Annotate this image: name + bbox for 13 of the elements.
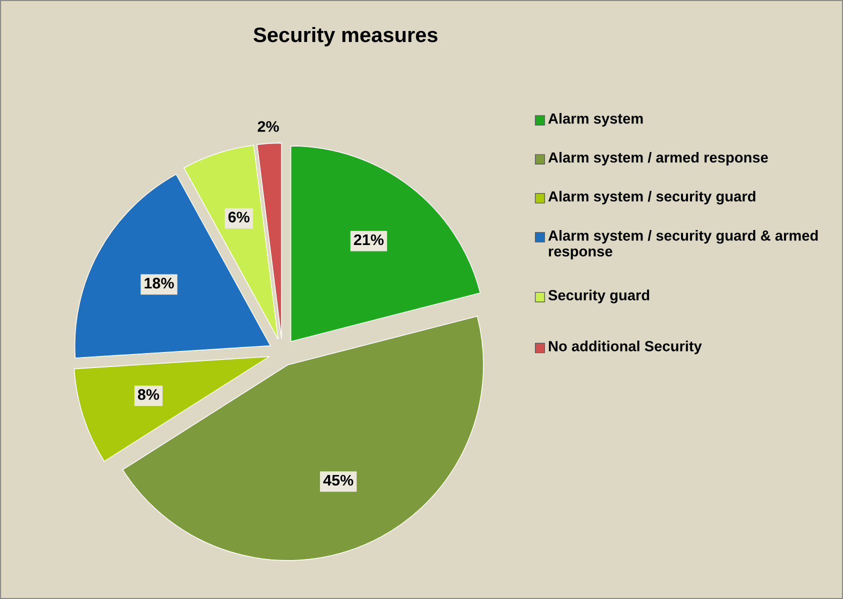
legend-label: Alarm system / security guard & armed response bbox=[548, 230, 818, 260]
legend-label: No additional Security bbox=[548, 340, 702, 354]
data-label: 8% bbox=[138, 389, 160, 400]
data-label: 18% bbox=[144, 278, 174, 289]
legend-label: Alarm system bbox=[548, 113, 643, 127]
chart-title: Security measures bbox=[254, 26, 438, 46]
legend-label: Alarm system / security guard bbox=[548, 190, 756, 204]
data-label: 6% bbox=[228, 212, 250, 222]
legend-label: Security guard bbox=[548, 290, 650, 304]
legend-label: Alarm system / armed response bbox=[548, 152, 768, 166]
data-label: 21% bbox=[354, 234, 384, 246]
data-label: 2% bbox=[258, 121, 279, 132]
data-label: 45% bbox=[323, 474, 354, 486]
